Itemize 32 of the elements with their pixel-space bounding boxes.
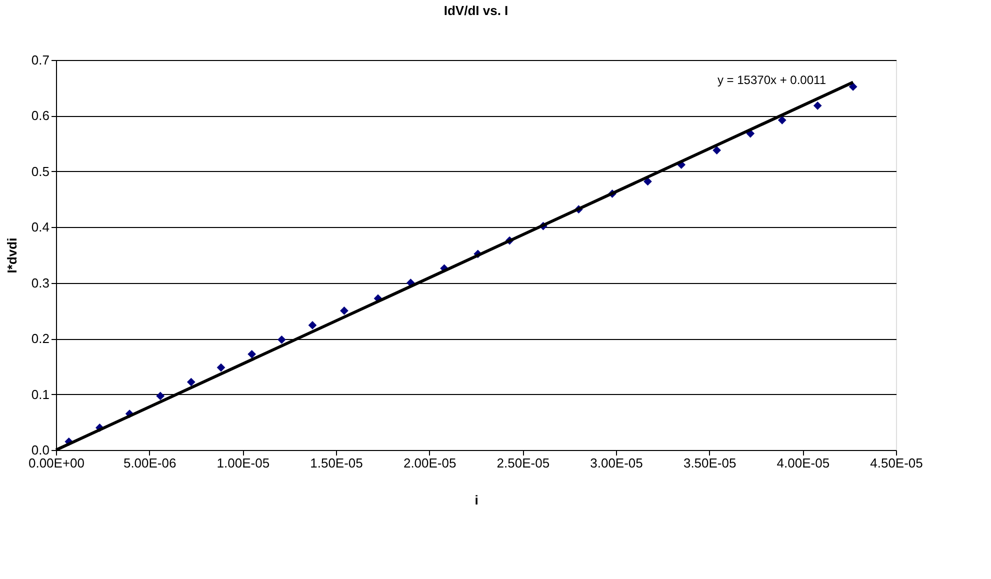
x-tick-label: 3.00E-05 <box>590 456 643 470</box>
point <box>216 363 226 372</box>
point <box>186 378 196 386</box>
point <box>308 321 317 330</box>
x-tick-label: 1.00E-05 <box>216 456 270 470</box>
y-tick-label: 0.3 <box>31 275 50 290</box>
y-tick-label: 0.0 <box>31 442 50 458</box>
x-tick-label: 2.50E-05 <box>496 456 550 470</box>
y-tick-label: 0.4 <box>31 220 50 235</box>
point <box>156 392 165 400</box>
y-axis-title: I*dvdi <box>4 238 20 274</box>
annotation: y = 15370x + 0.0011 <box>717 73 826 87</box>
point <box>248 350 256 358</box>
x-tick-label: 5.00E-06 <box>123 456 176 470</box>
x-tick-label: 4.50E-05 <box>870 456 923 470</box>
point <box>712 146 721 154</box>
chart-title: IdV/dI vs. I <box>444 3 508 18</box>
x-tick-label: 3.50E-05 <box>683 456 736 470</box>
y-tick-label: 0.6 <box>31 108 50 124</box>
y-tick-label: 0.7 <box>31 52 50 68</box>
x-tick-label: 4.00E-05 <box>776 456 830 470</box>
point <box>813 102 822 110</box>
x-axis-title: i <box>474 492 478 508</box>
y-tick-label: 0.1 <box>31 386 50 402</box>
y-tick-label: 0.5 <box>31 164 50 179</box>
point <box>778 116 786 124</box>
y-tick-label: 0.2 <box>31 331 50 346</box>
x-tick-label: 1.50E-05 <box>310 456 363 470</box>
x-tick-label: 0.00E+00 <box>28 456 85 470</box>
x-tick-label: 2.00E-05 <box>403 456 456 470</box>
point <box>277 336 286 344</box>
point <box>340 306 348 315</box>
